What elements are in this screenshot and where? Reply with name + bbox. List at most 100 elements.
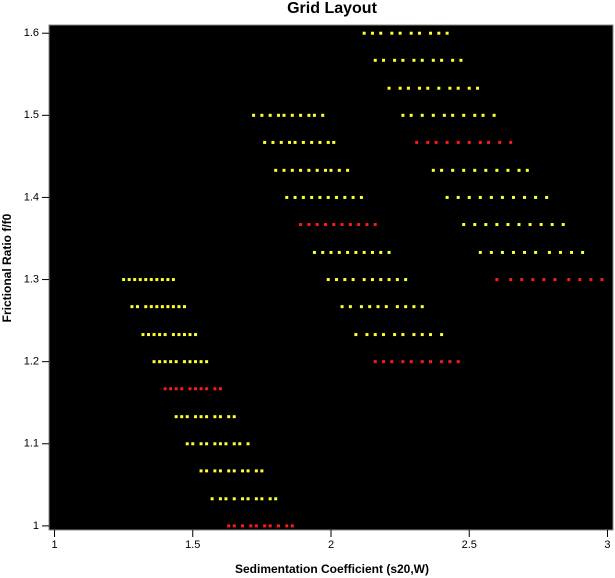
point [440, 333, 444, 337]
point [420, 58, 424, 62]
point [412, 58, 416, 62]
point [431, 113, 435, 117]
point [177, 305, 181, 309]
point [194, 387, 198, 391]
point [152, 360, 156, 364]
point [205, 442, 209, 446]
point [290, 524, 294, 528]
point [506, 223, 510, 227]
point [484, 223, 488, 227]
point [346, 250, 350, 254]
point [484, 168, 488, 172]
point [359, 195, 363, 199]
point [528, 223, 532, 227]
point [337, 250, 341, 254]
point [420, 305, 424, 309]
point [224, 442, 228, 446]
point [218, 469, 222, 473]
point [169, 360, 173, 364]
point [489, 195, 493, 199]
point [249, 524, 253, 528]
point [351, 278, 355, 282]
point [523, 250, 527, 254]
point [373, 360, 377, 364]
point [194, 333, 198, 337]
point [456, 195, 460, 199]
point [135, 305, 139, 309]
point [299, 113, 303, 117]
point [213, 387, 217, 391]
point [429, 360, 433, 364]
point [401, 113, 405, 117]
point [398, 31, 402, 35]
point [370, 250, 374, 254]
point [318, 195, 322, 199]
point [365, 333, 369, 337]
point [163, 360, 167, 364]
point [321, 113, 325, 117]
point [130, 305, 134, 309]
point [279, 140, 283, 144]
point [448, 86, 452, 90]
point [180, 415, 184, 419]
point [301, 195, 305, 199]
point [312, 113, 316, 117]
point [246, 497, 250, 501]
point [152, 333, 156, 337]
point [232, 524, 236, 528]
point [420, 113, 424, 117]
point [509, 140, 513, 144]
point [467, 140, 471, 144]
point [276, 524, 280, 528]
point [467, 195, 471, 199]
point [442, 113, 446, 117]
point [550, 223, 554, 227]
point [188, 333, 192, 337]
point [329, 250, 333, 254]
point [174, 415, 178, 419]
y-tick-label: 1 [33, 520, 39, 532]
point [451, 168, 455, 172]
point [218, 497, 222, 501]
point [227, 469, 231, 473]
point [547, 250, 551, 254]
point [387, 278, 391, 282]
point [348, 223, 352, 227]
point [238, 442, 242, 446]
point [260, 497, 264, 501]
point [326, 278, 330, 282]
point [492, 113, 496, 117]
point [188, 360, 192, 364]
point [144, 305, 148, 309]
point [478, 195, 482, 199]
point [163, 387, 167, 391]
y-tick-label: 1.3 [24, 273, 39, 285]
point [323, 168, 327, 172]
point [456, 86, 460, 90]
point [376, 305, 380, 309]
point [517, 223, 521, 227]
point [147, 333, 151, 337]
point [406, 86, 410, 90]
point [417, 86, 421, 90]
point [495, 168, 499, 172]
point [384, 305, 388, 309]
point [246, 469, 250, 473]
point [440, 168, 444, 172]
point [301, 140, 305, 144]
point [232, 442, 236, 446]
point [274, 497, 278, 501]
point [199, 415, 203, 419]
point [293, 140, 297, 144]
point [332, 223, 336, 227]
point [534, 250, 538, 254]
point [160, 278, 164, 282]
point [539, 223, 543, 227]
point [158, 333, 162, 337]
point [348, 305, 352, 309]
point [390, 360, 394, 364]
point [274, 168, 278, 172]
point [473, 168, 477, 172]
